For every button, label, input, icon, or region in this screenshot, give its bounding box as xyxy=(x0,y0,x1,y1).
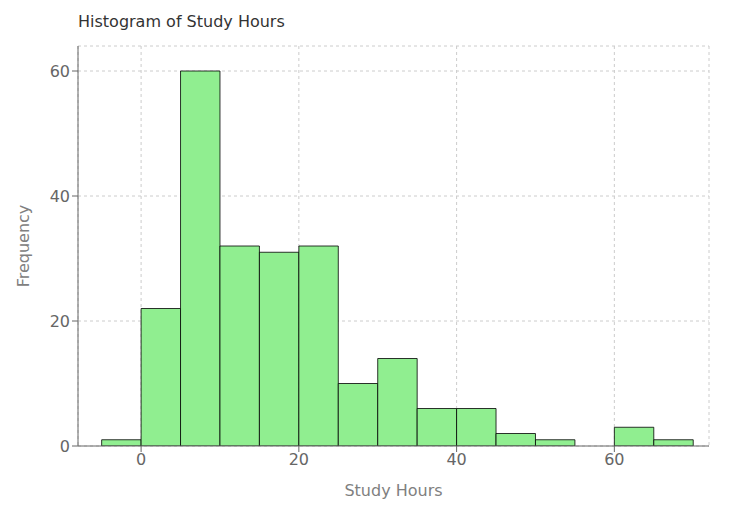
svg-text:20: 20 xyxy=(50,312,70,331)
svg-text:60: 60 xyxy=(50,62,70,81)
svg-text:20: 20 xyxy=(289,450,309,469)
svg-text:60: 60 xyxy=(604,450,624,469)
svg-text:40: 40 xyxy=(446,450,466,469)
svg-text:0: 0 xyxy=(136,450,146,469)
svg-text:0: 0 xyxy=(60,437,70,456)
svg-text:Study Hours: Study Hours xyxy=(344,481,442,500)
svg-text:Frequency: Frequency xyxy=(14,205,33,288)
html-text:Histogram of Study Hours: Histogram of Study Hours xyxy=(78,12,285,31)
svg-text:40: 40 xyxy=(50,187,70,206)
